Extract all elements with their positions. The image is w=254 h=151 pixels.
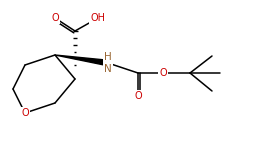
- Text: O: O: [134, 91, 142, 101]
- Text: OH: OH: [90, 13, 105, 23]
- Polygon shape: [55, 55, 108, 66]
- Text: O: O: [51, 13, 59, 23]
- Text: O: O: [159, 68, 167, 78]
- Text: O: O: [21, 108, 29, 118]
- Text: H
N: H N: [104, 52, 112, 74]
